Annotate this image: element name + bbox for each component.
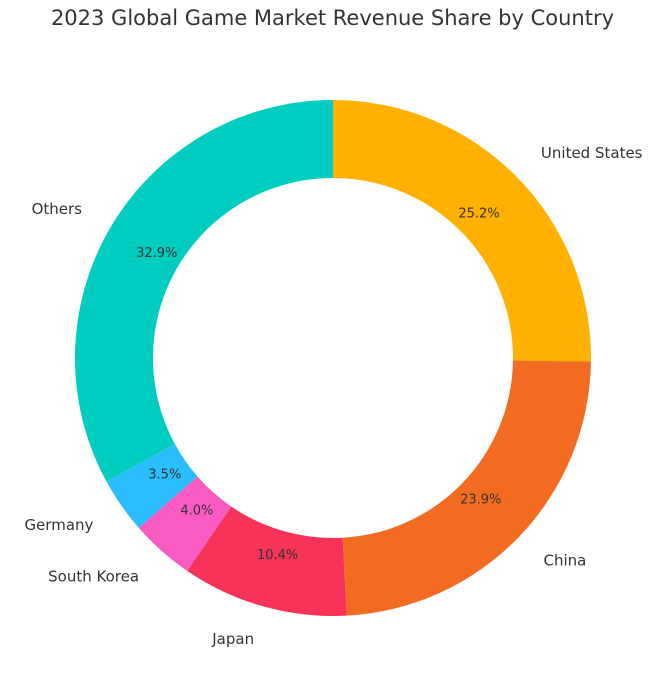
category-label-japan: Japan [211,630,254,648]
value-label-japan: 10.4% [257,548,298,563]
value-label-germany: 3.5% [148,468,181,483]
slice-germany [106,444,198,528]
value-label-others: 32.9% [136,246,177,261]
chart-title: 2023 Global Game Market Revenue Share by… [50,6,615,30]
value-label-south-korea: 4.0% [180,504,213,519]
slice-japan [187,506,347,617]
slice-others [74,100,333,482]
category-label-united-states: United States [541,144,643,162]
category-label-germany: Germany [24,516,93,534]
category-label-south-korea: South Korea [48,567,139,585]
category-label-others: Others [32,200,83,218]
value-label-united-states: 25.2% [458,207,499,222]
slice-south-korea [138,476,232,571]
labels-group: 25.2% United States 23.9% China 10.4% Japan 4.… [24,144,642,648]
value-label-china: 23.9% [460,493,501,508]
category-label-china: China [543,551,586,569]
slices-group [74,100,591,617]
slice-china [342,360,591,616]
slice-united-states [333,100,591,362]
